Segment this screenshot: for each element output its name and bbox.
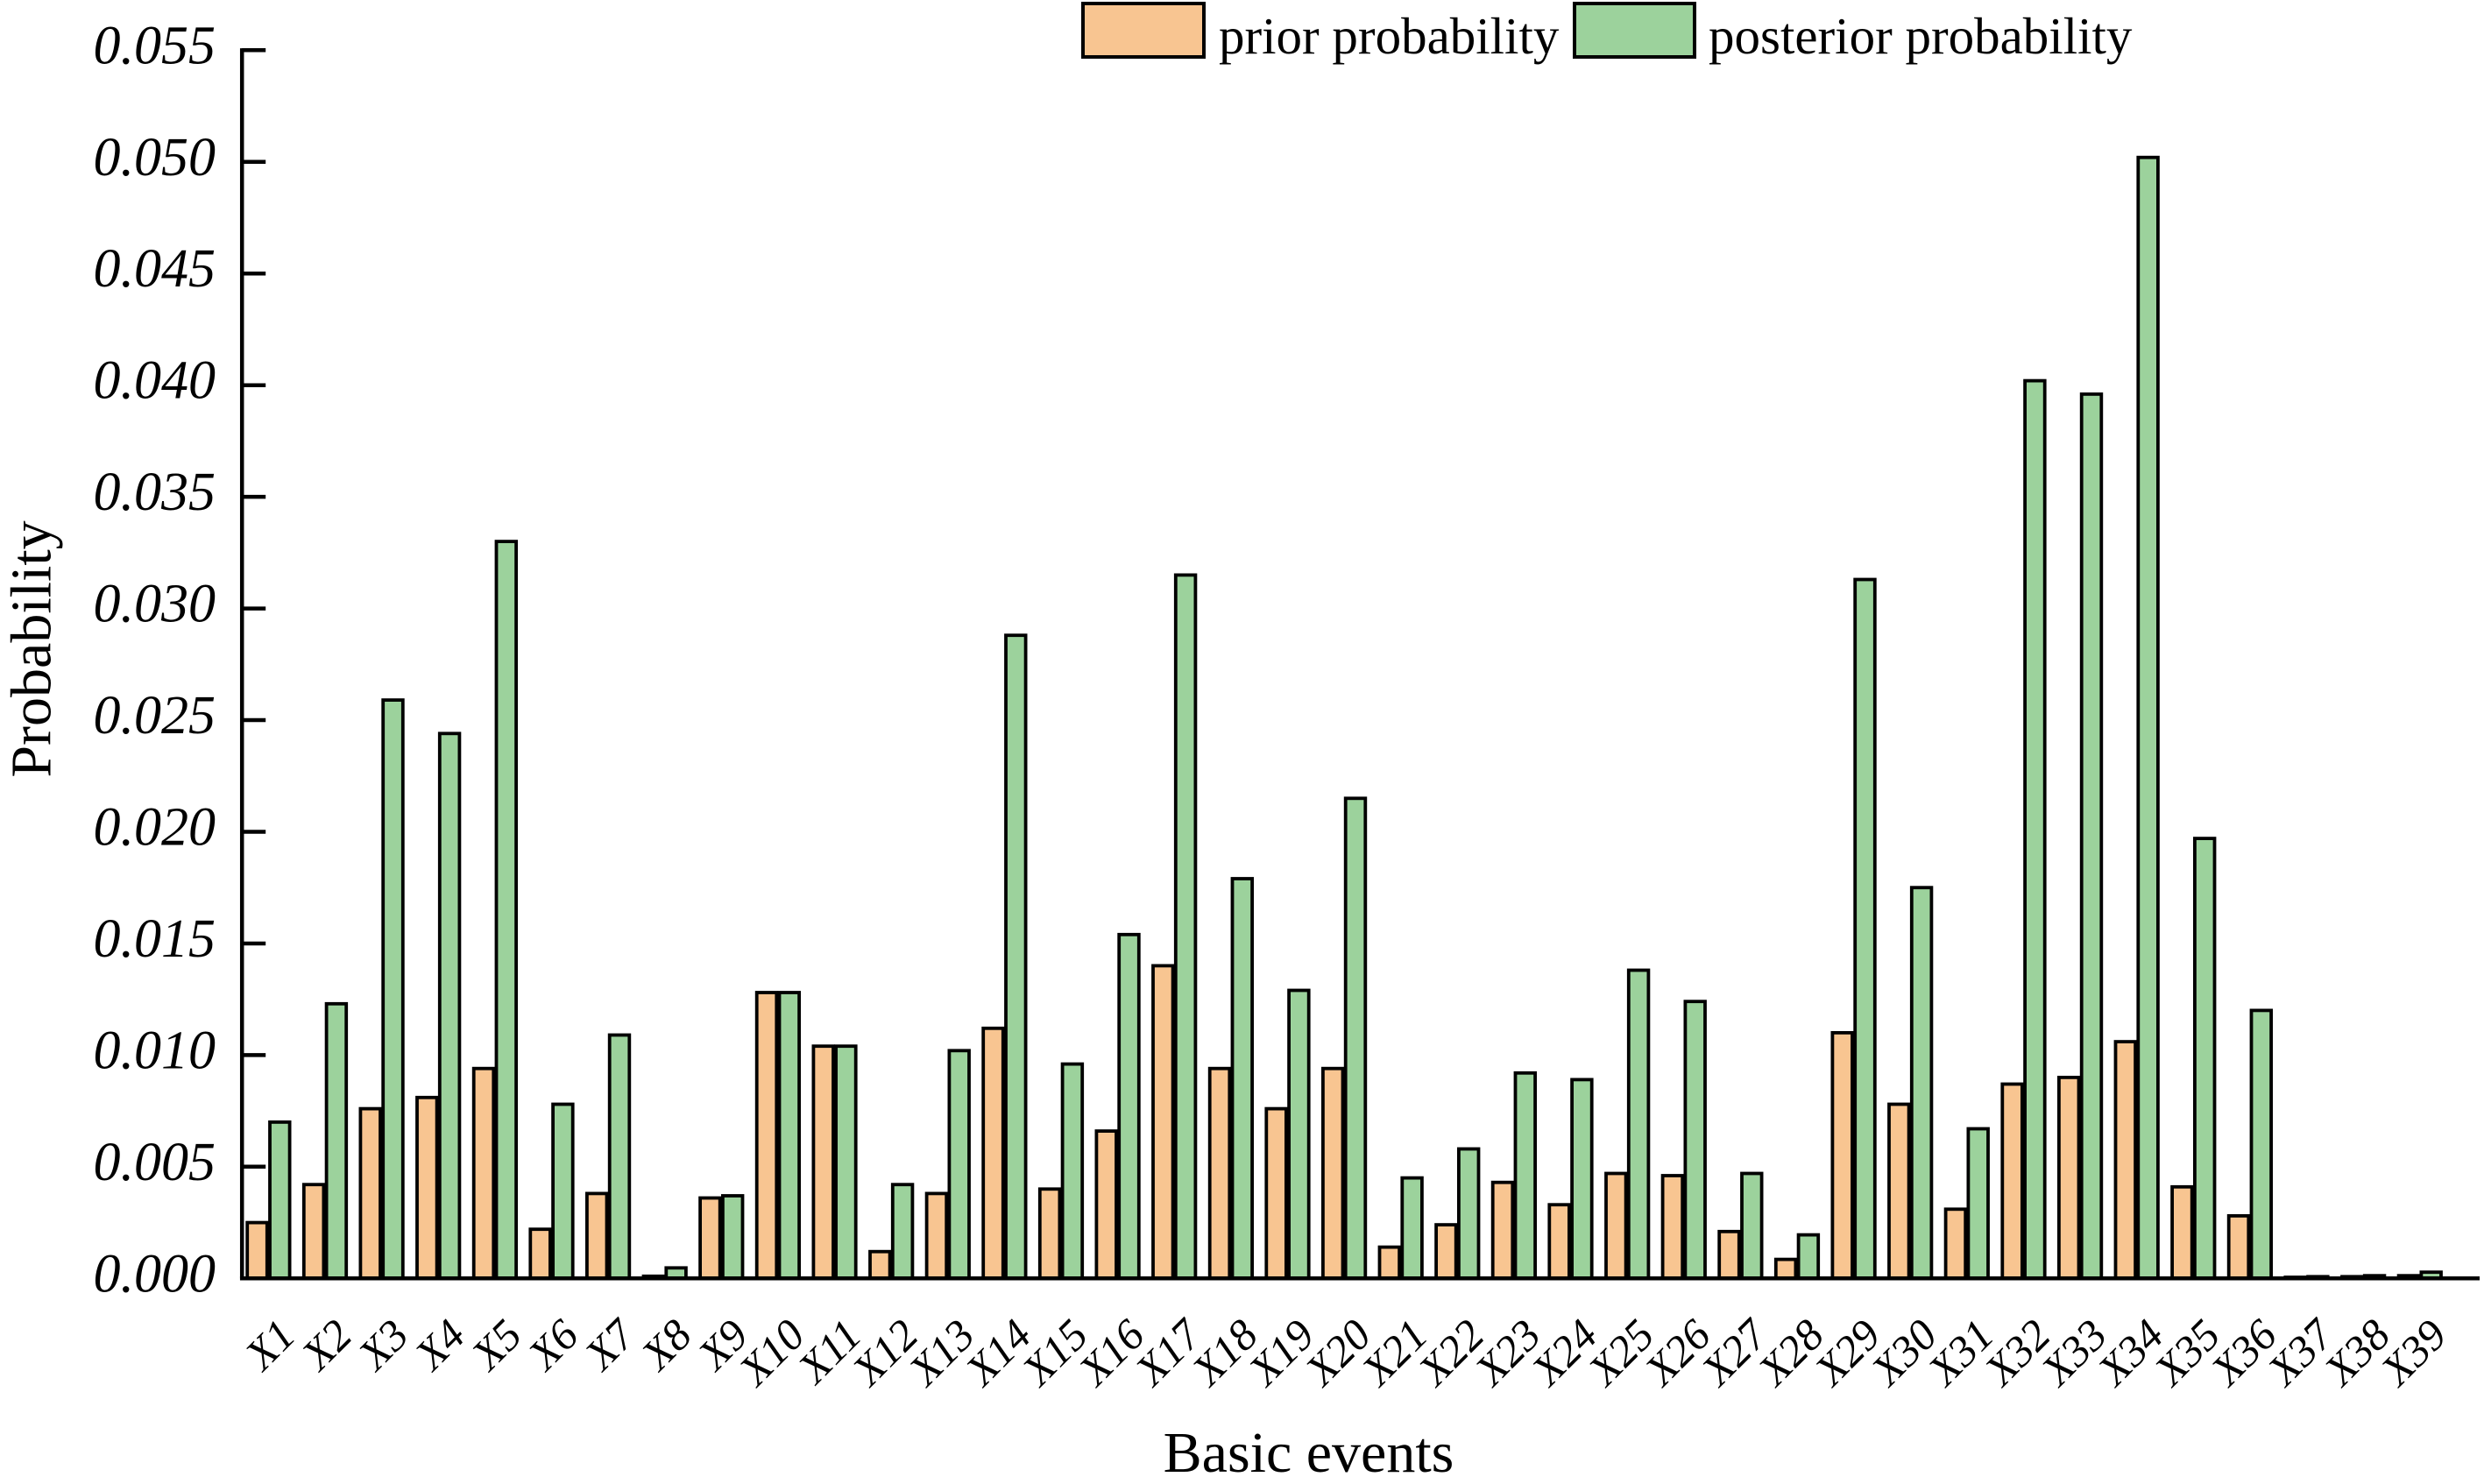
svg-text:0.050: 0.050	[94, 128, 216, 187]
svg-text:0.030: 0.030	[94, 575, 216, 634]
svg-text:0.015: 0.015	[94, 909, 216, 969]
svg-text:posterior probability: posterior probability	[1709, 7, 2133, 65]
svg-text:0.055: 0.055	[94, 16, 216, 75]
svg-text:0.035: 0.035	[94, 463, 216, 522]
svg-text:Probability: Probability	[0, 520, 64, 777]
svg-text:0.000: 0.000	[94, 1244, 216, 1304]
svg-text:0.005: 0.005	[94, 1133, 216, 1192]
svg-text:prior probability: prior probability	[1219, 7, 1560, 65]
svg-text:0.025: 0.025	[94, 686, 216, 746]
svg-text:Basic events: Basic events	[1164, 1421, 1454, 1484]
svg-text:0.020: 0.020	[94, 798, 216, 858]
svg-text:0.010: 0.010	[94, 1021, 216, 1080]
svg-text:0.040: 0.040	[94, 351, 216, 411]
svg-text:0.045: 0.045	[94, 239, 216, 299]
